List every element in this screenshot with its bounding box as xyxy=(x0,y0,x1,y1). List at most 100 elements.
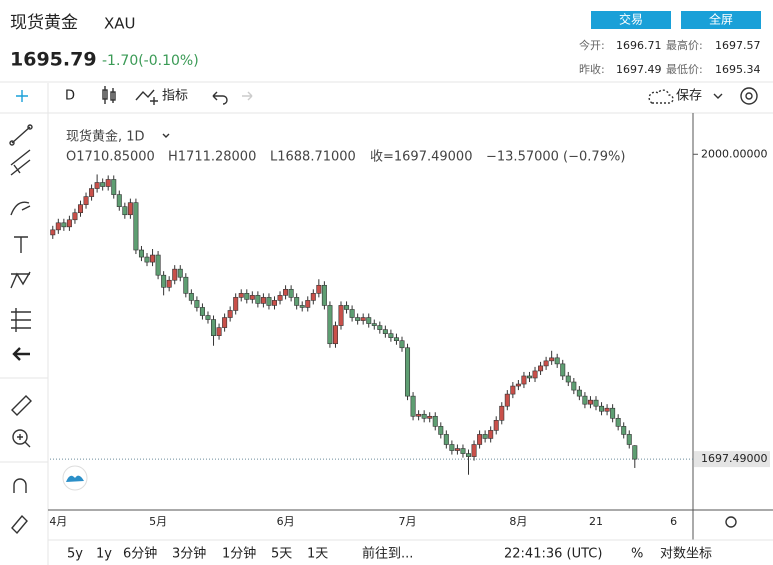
candle-body xyxy=(288,289,294,298)
x-tick-label: 8月 xyxy=(509,515,527,528)
candle-body xyxy=(410,395,416,417)
range-button[interactable]: 3分钟 xyxy=(172,546,206,562)
range-button[interactable]: 1天 xyxy=(307,547,328,562)
range-button[interactable]: 5y xyxy=(67,547,83,562)
legend-item: O1710.85000 xyxy=(66,150,155,165)
interval-button[interactable]: D xyxy=(65,89,75,104)
candle-body xyxy=(504,393,510,407)
candle-body xyxy=(50,229,56,236)
candle-body xyxy=(266,297,272,306)
range-button[interactable]: 1分钟 xyxy=(222,546,256,562)
candle-body xyxy=(260,297,266,304)
candle-body xyxy=(305,300,311,308)
candle-body xyxy=(310,293,316,301)
fullscreen-button[interactable] xyxy=(681,11,761,29)
candle-body xyxy=(227,310,233,318)
candle-body xyxy=(277,295,283,301)
range-button[interactable]: 6分钟 xyxy=(123,546,157,562)
save-button[interactable]: 保存 xyxy=(676,89,702,104)
candle-body xyxy=(576,389,582,397)
indicators-button[interactable]: 指标 xyxy=(162,89,188,104)
instrument-name: 现货黄金 xyxy=(10,13,78,33)
candle-body xyxy=(471,444,477,457)
stat-value: 1697.57 xyxy=(715,39,761,52)
stat-value: 1697.49 xyxy=(616,63,662,76)
candle-body xyxy=(211,319,217,336)
legend-item: L1688.71000 xyxy=(270,150,356,165)
undo[interactable] xyxy=(212,91,228,105)
bottom-log[interactable]: 对数坐标 xyxy=(660,547,712,562)
bottom-goto[interactable]: 前往到... xyxy=(362,546,413,562)
x-tick-label: 6月 xyxy=(277,515,295,528)
candle-body xyxy=(194,300,200,308)
candle-body xyxy=(355,317,361,321)
candle-body xyxy=(604,407,610,412)
redo[interactable] xyxy=(242,91,253,101)
candle-body xyxy=(216,327,222,336)
candle-body xyxy=(466,453,472,457)
candle-body xyxy=(366,317,372,324)
x-tick-label: 7月 xyxy=(399,515,417,528)
candle-body xyxy=(133,202,139,251)
candle-body xyxy=(100,182,106,187)
candle-body xyxy=(510,385,516,395)
candle-body xyxy=(150,254,156,263)
candle-body xyxy=(532,370,538,379)
x-tick-label: 21 xyxy=(589,515,603,528)
candle-body xyxy=(238,293,244,298)
candle-body xyxy=(421,413,427,419)
stat-value: 1696.71 xyxy=(616,39,662,52)
bottom-percent[interactable]: % xyxy=(631,547,643,562)
drawing-tools[interactable] xyxy=(9,90,33,535)
last-price-box xyxy=(694,451,770,468)
stat-label: 最高价: xyxy=(666,38,703,52)
candle-body xyxy=(161,274,167,288)
y-tick-label: 2000.00000 xyxy=(701,147,767,160)
legend-dropdown[interactable] xyxy=(162,133,170,138)
candle-body xyxy=(83,196,89,205)
candle-body xyxy=(443,434,449,445)
candle-body xyxy=(72,212,78,221)
candle-body xyxy=(526,375,532,379)
legend-item: H1711.28000 xyxy=(168,150,256,165)
trade-button[interactable] xyxy=(591,11,671,29)
candle-body xyxy=(538,365,544,372)
fullscreen-button-label[interactable]: 全屏 xyxy=(709,12,733,27)
bottom-time[interactable]: 22:41:36 (UTC) xyxy=(504,547,602,562)
candle-body xyxy=(393,337,399,342)
candle-body xyxy=(332,325,338,345)
candle-body xyxy=(615,417,621,427)
candle-body xyxy=(521,375,527,385)
candle-body xyxy=(283,289,289,296)
candle-body xyxy=(438,426,444,435)
instrument-symbol: XAU xyxy=(104,15,136,33)
settings-icon[interactable] xyxy=(740,87,758,105)
candle-body xyxy=(632,445,638,460)
candle-body xyxy=(77,204,83,214)
candle-body xyxy=(416,413,422,417)
candle-body xyxy=(144,256,150,263)
candle-body xyxy=(488,430,494,439)
candle-body xyxy=(499,405,505,421)
candle-body xyxy=(454,448,460,451)
candle-body xyxy=(565,375,571,383)
candle-icon[interactable] xyxy=(102,86,116,104)
indicator-icon[interactable] xyxy=(135,89,158,105)
trade-button-label[interactable]: 交易 xyxy=(619,12,643,27)
candle-body xyxy=(582,395,588,405)
cloud-icon[interactable] xyxy=(648,89,674,104)
candle-body xyxy=(172,268,178,281)
candle-body xyxy=(593,399,599,407)
axis-settings[interactable] xyxy=(725,516,737,528)
candle-body xyxy=(321,284,327,306)
candle-body xyxy=(294,297,300,306)
candle-body xyxy=(138,249,144,258)
range-button[interactable]: 1y xyxy=(96,547,112,562)
candle-body xyxy=(477,434,483,445)
stat-label: 最低价: xyxy=(666,63,703,76)
range-button[interactable]: 5天 xyxy=(271,547,292,562)
candle-body xyxy=(183,276,189,294)
candle-body xyxy=(621,426,627,435)
save-dropdown[interactable] xyxy=(713,93,723,99)
